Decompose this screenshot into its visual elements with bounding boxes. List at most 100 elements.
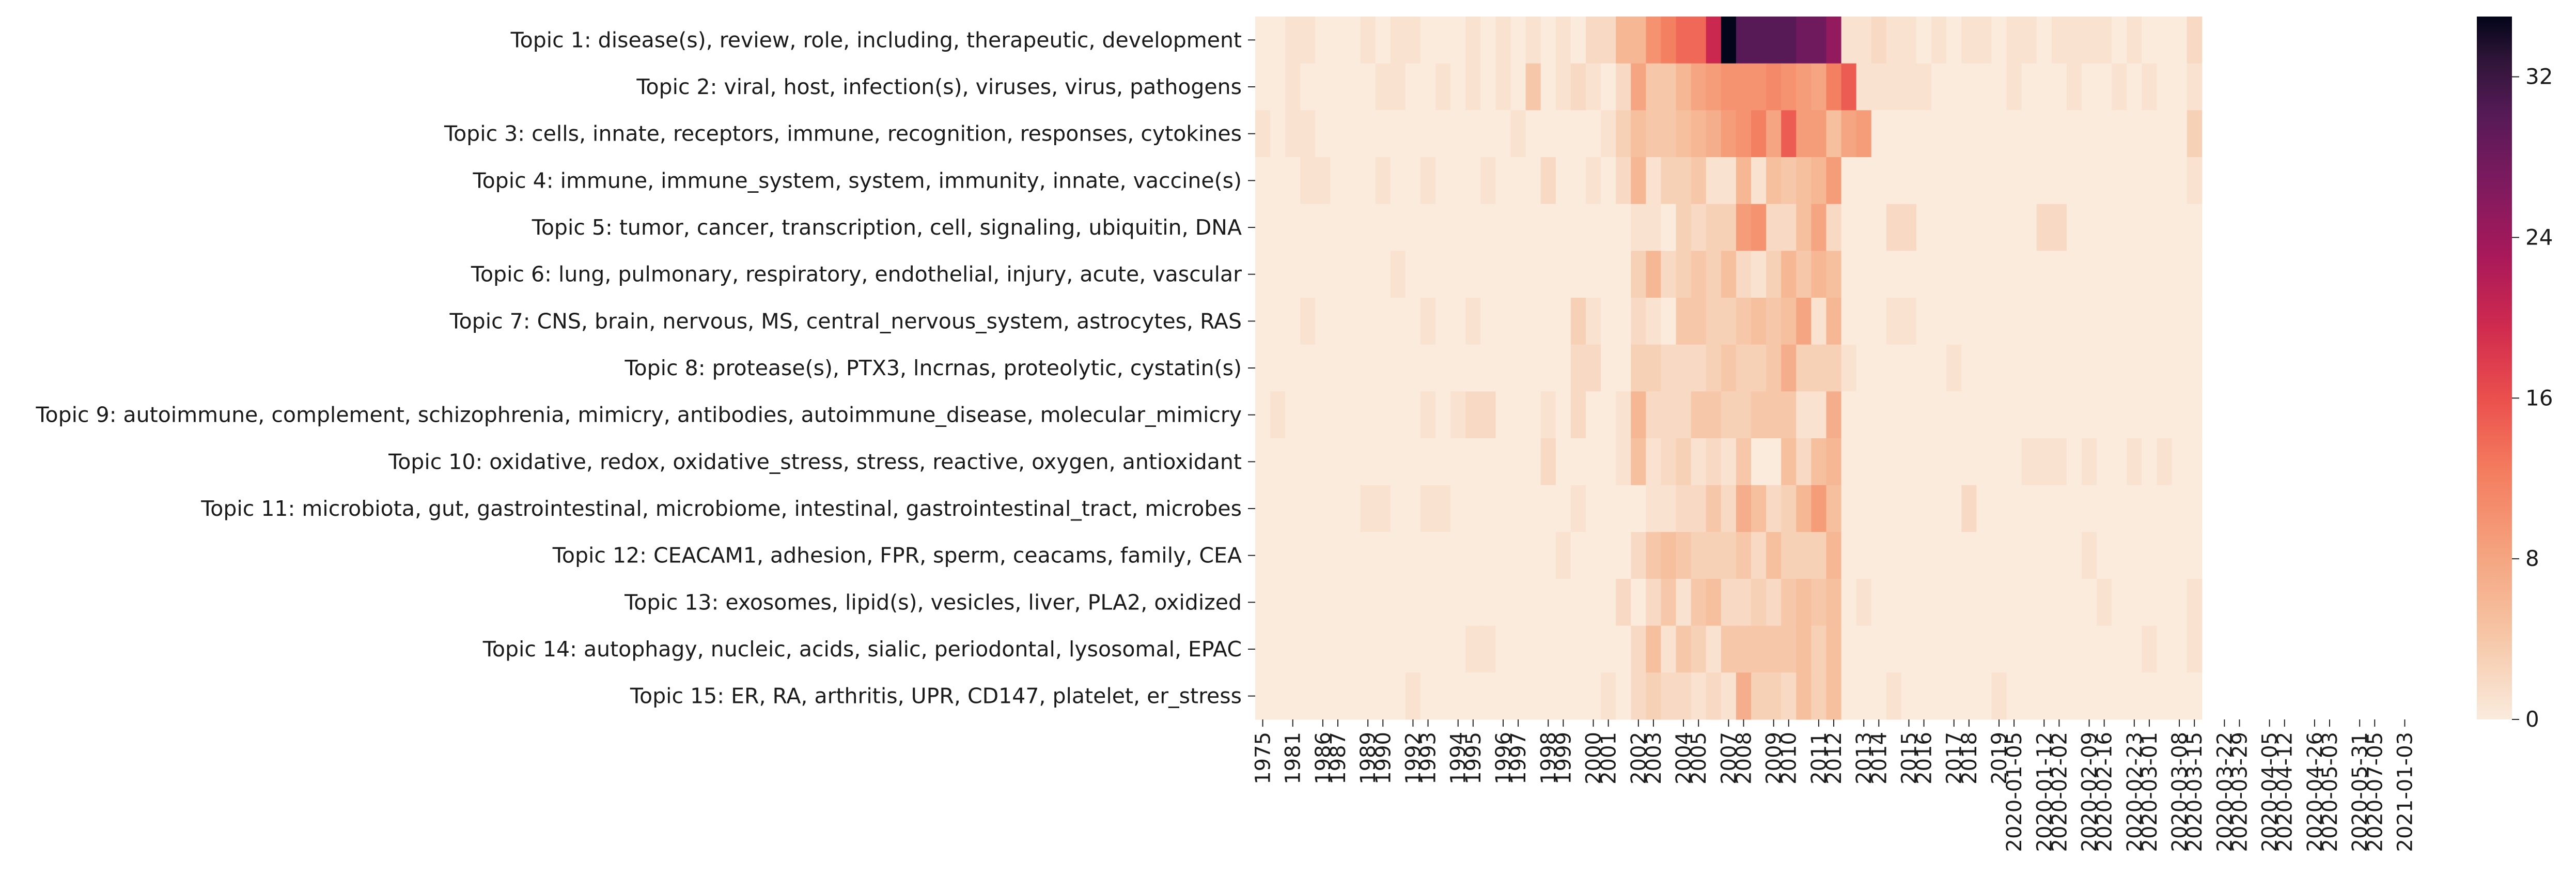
heatmap-cell [1691,672,1707,720]
heatmap-cell [1390,63,1406,111]
heatmap-cell [2051,17,2067,64]
heatmap-cell [1255,672,1271,720]
heatmap-cell [1946,17,1962,64]
heatmap-cell [1841,298,1857,345]
heatmap-cell [2142,485,2158,532]
heatmap-cell [1495,625,1511,673]
heatmap-cell [1420,204,1436,251]
heatmap-cell [2036,204,2052,251]
heatmap-cell [2006,672,2022,720]
heatmap-cell [1841,438,1857,486]
heatmap-cell [1871,532,1887,579]
heatmap-cell [2097,625,2112,673]
heatmap-cell [2082,17,2097,64]
heatmap-cell [1961,157,1977,205]
heatmap-cell [1375,485,1391,532]
column-label: 1990 [1371,732,1395,785]
heatmap-cell [1375,672,1391,720]
heatmap-cell [1841,485,1857,532]
heatmap-cell [1736,485,1752,532]
heatmap-cell [1375,298,1391,345]
heatmap-cell [1736,438,1752,486]
heatmap-cell [1991,251,2007,298]
heatmap-cell [2021,17,2037,64]
column-label: 2007 [1717,732,1741,785]
heatmap-cell [2187,251,2203,298]
heatmap-cell [1300,579,1316,626]
heatmap-cell [2157,438,2173,486]
heatmap-cell [1616,344,1631,392]
heatmap-cell [1961,251,1977,298]
heatmap-cell [1721,579,1737,626]
heatmap-cell [1616,391,1631,439]
heatmap-cell [2127,204,2142,251]
heatmap-cell [2082,672,2097,720]
heatmap-cell [1706,672,1722,720]
heatmap-cell [1646,625,1662,673]
heatmap-cell [1991,532,2007,579]
heatmap-cell [1931,298,1947,345]
heatmap-cell [1781,63,1797,111]
heatmap-cell [1465,157,1481,205]
column-label: 2009 [1762,732,1786,785]
heatmap-cell [1721,625,1737,673]
heatmap-cell [1345,63,1361,111]
heatmap-cell [1375,251,1391,298]
heatmap-cell [1721,298,1737,345]
heatmap-cell [1435,579,1451,626]
heatmap-cell [1300,157,1316,205]
heatmap-cell [1525,579,1541,626]
heatmap-cell [1450,110,1466,158]
column-label: 2001 [1597,732,1621,785]
column-label: 2020-02-02 [2048,732,2071,852]
heatmap-cell [2157,344,2173,392]
heatmap-cell [1721,110,1737,158]
heatmap-cell [1375,344,1391,392]
heatmap-cell [2036,438,2052,486]
heatmap-cell [1525,672,1541,720]
heatmap-cell [2036,485,2052,532]
row-label: Topic 4: immune, immune_system, system, … [473,168,1242,193]
heatmap-cell [1766,204,1782,251]
heatmap-cell [1991,391,2007,439]
column-label: 2005 [1687,732,1711,785]
heatmap-cell [1976,485,1992,532]
column-label: 2020-03-01 [2138,732,2162,852]
heatmap-cell [1450,251,1466,298]
column-label: 1986 [1312,732,1335,785]
heatmap-cell [1601,157,1616,205]
heatmap-cell [2082,204,2097,251]
heatmap-cell [2066,110,2082,158]
heatmap-cell [1931,579,1947,626]
heatmap-cell [2187,63,2203,111]
heatmap-cell [2112,438,2127,486]
heatmap-cell [1586,672,1601,720]
heatmap-cell [1586,110,1601,158]
heatmap-cell [2036,298,2052,345]
column-label: 1975 [1252,732,1275,785]
heatmap-cell [1931,344,1947,392]
heatmap-cell [1931,391,1947,439]
row-label: Topic 8: protease(s), PTX3, lncrnas, pro… [624,356,1242,380]
heatmap-cell [1510,532,1526,579]
heatmap-cell [1315,17,1331,64]
heatmap-cell [1601,298,1616,345]
heatmap-cell [1510,251,1526,298]
heatmap-cell [1871,251,1887,298]
heatmap-cell [1691,391,1707,439]
heatmap-cell [2142,157,2158,205]
heatmap-cell [1781,344,1797,392]
heatmap-cell [1976,251,1992,298]
heatmap-cell [1540,157,1556,205]
heatmap-cell [1586,438,1601,486]
heatmap-cell [1480,110,1496,158]
heatmap-cell [1826,344,1842,392]
heatmap-cell [2051,391,2067,439]
heatmap-cell [2112,157,2127,205]
heatmap-cell [1691,204,1707,251]
heatmap-cell [1826,298,1842,345]
heatmap-cell [1631,625,1646,673]
heatmap-cell [1540,110,1556,158]
heatmap-cell [1540,532,1556,579]
heatmap-cell [1751,485,1767,532]
